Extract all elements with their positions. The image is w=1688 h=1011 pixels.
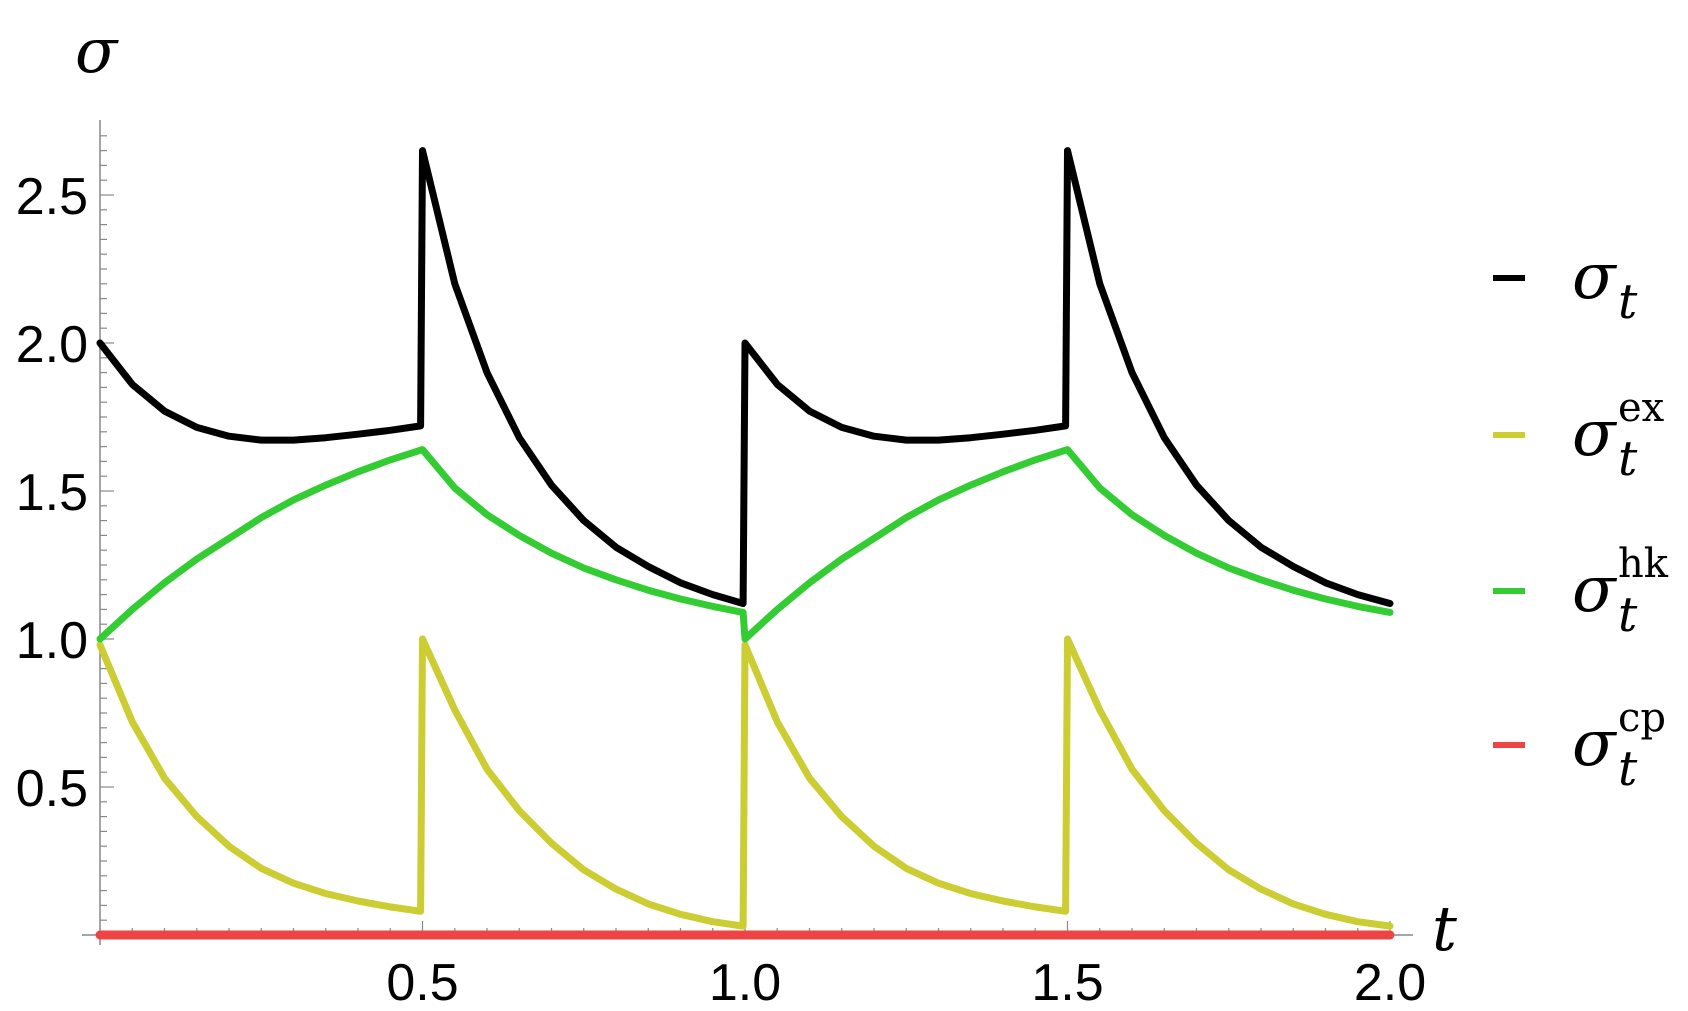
y-axis-label: σ (75, 14, 119, 87)
x-tick-label: 1.5 (1031, 954, 1103, 1011)
legend-subscript: t (1618, 274, 1638, 330)
axes (82, 120, 1413, 945)
y-tick-label: 0.5 (16, 760, 88, 818)
x-axis-label: t (1432, 892, 1457, 965)
legend-item: σ tex (1493, 385, 1665, 487)
series-line-total (96, 147, 1394, 607)
legend-subscript: t (1618, 741, 1638, 797)
series-lines (95, 147, 1395, 940)
x-tick-label: 1.0 (709, 954, 781, 1011)
legend-superscript: ex (1618, 385, 1665, 431)
tick-labels: 0.5 1.0 1.5 2.0 0.5 1.0 1.5 2.0 2.5 (16, 168, 1426, 1011)
legend-superscript: cp (1618, 695, 1666, 741)
series-line-ex (96, 635, 1394, 930)
y-tick-label: 2.0 (16, 316, 88, 374)
y-tick-label: 1.0 (16, 612, 88, 670)
legend-symbol: σ (1572, 397, 1618, 471)
y-tick-label: 1.5 (16, 464, 88, 522)
legend-superscript: hk (1618, 541, 1669, 587)
series-line-hk (96, 446, 1394, 643)
x-tick-label: 2.0 (1354, 954, 1426, 1011)
legend-symbol: σ (1572, 553, 1618, 627)
legend-symbol: σ (1572, 240, 1618, 314)
y-tick-label: 2.5 (16, 168, 88, 226)
legend-symbol: σ (1572, 707, 1618, 781)
legend-item: σ tcp (1493, 695, 1666, 797)
legend-subscript: t (1618, 587, 1638, 643)
legend-item: σ thk (1493, 541, 1669, 643)
x-tick-label: 0.5 (386, 954, 458, 1011)
legend-subscript: t (1618, 431, 1638, 487)
